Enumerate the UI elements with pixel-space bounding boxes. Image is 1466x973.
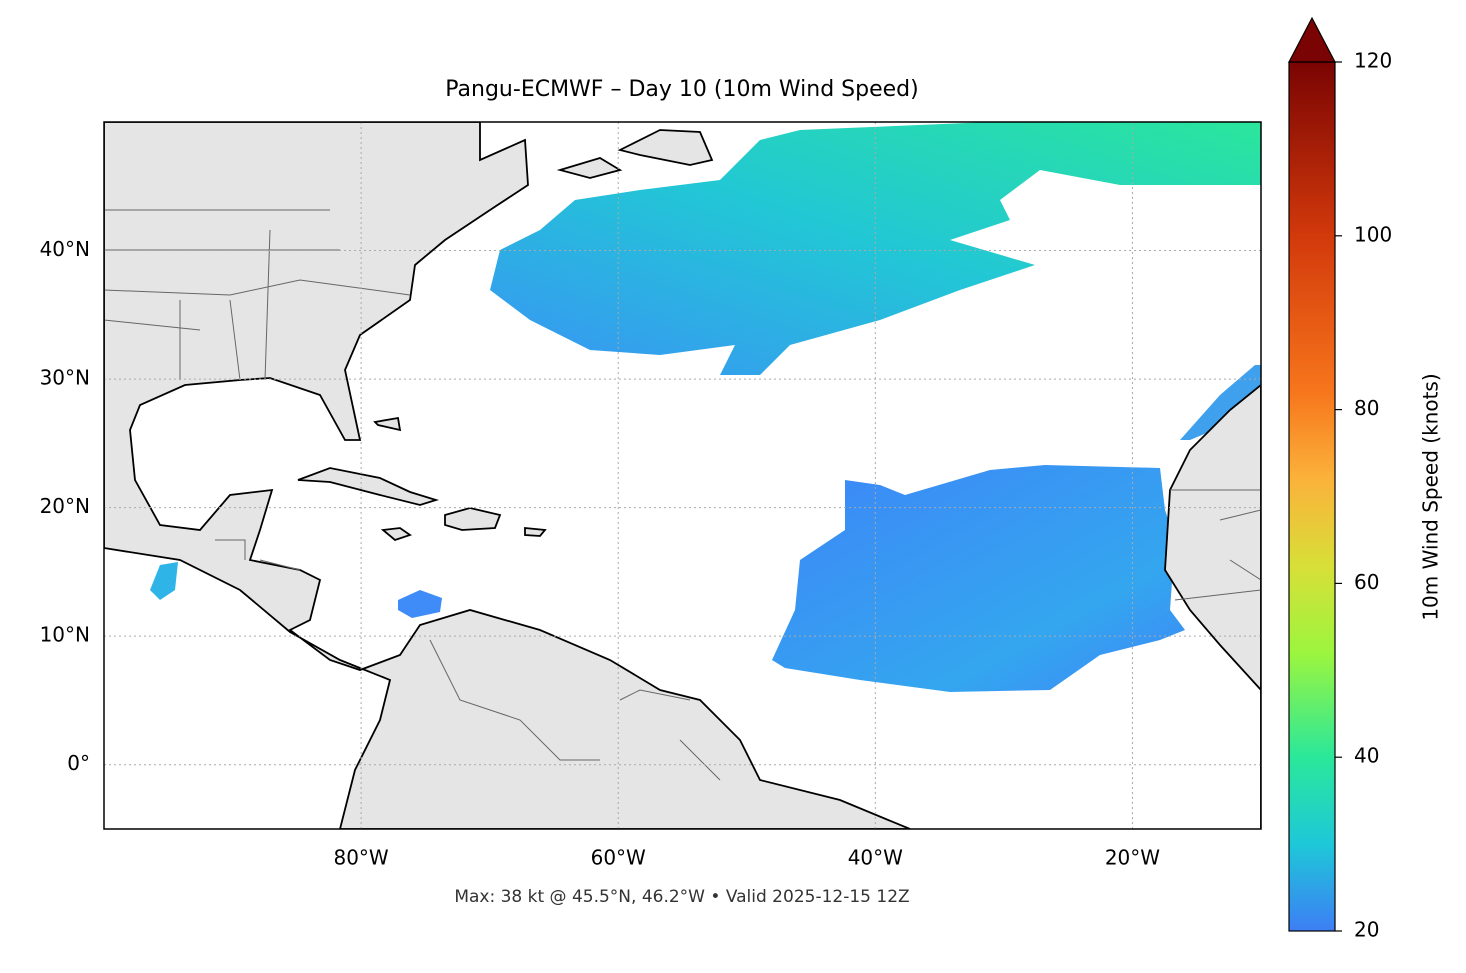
- borders: [104, 209, 1261, 781]
- x-tick-label: 20°W: [1105, 846, 1160, 870]
- island: [556, 129, 714, 179]
- y-tick-label: 40°N: [40, 237, 90, 261]
- wind-patch: [1180, 365, 1261, 440]
- x-tick-label: 60°W: [591, 846, 646, 870]
- colorbar-tick-label: 100: [1354, 222, 1392, 246]
- map-frame: [103, 121, 1262, 830]
- colorbar-tick-label: 120: [1354, 49, 1392, 73]
- wind-south: [772, 465, 1185, 692]
- x-tick-label: 40°W: [848, 846, 903, 870]
- y-tick-label: 0°: [67, 751, 90, 775]
- colorbar-tick-label: 80: [1354, 396, 1379, 420]
- colorbar-frame: [1288, 61, 1336, 932]
- colorbar-tick-label: 20: [1354, 918, 1379, 942]
- colorbar: [1289, 62, 1335, 931]
- colorbar-extend: [1288, 16, 1336, 63]
- colorbar-tick-label: 40: [1354, 744, 1379, 768]
- land-africa: [1164, 383, 1261, 829]
- island: [297, 467, 440, 506]
- y-tick-label: 10°N: [40, 623, 90, 647]
- y-tick-label: 20°N: [40, 494, 90, 518]
- title: Pangu-ECMWF – Day 10 (10m Wind Speed): [445, 77, 918, 102]
- x-tick-label: 80°W: [333, 846, 388, 870]
- footer: Max: 38 kt @ 45.5°N, 46.2°W • Valid 2025…: [454, 887, 909, 907]
- island: [373, 416, 547, 542]
- colorbar-label: 10m Wind Speed (knots): [1419, 373, 1443, 620]
- map-area: [104, 122, 1261, 829]
- y-tick-label: 30°N: [40, 366, 90, 390]
- wind-patch: [150, 562, 178, 600]
- colorbar-tick-label: 60: [1354, 570, 1379, 594]
- wind-patch: [398, 590, 442, 618]
